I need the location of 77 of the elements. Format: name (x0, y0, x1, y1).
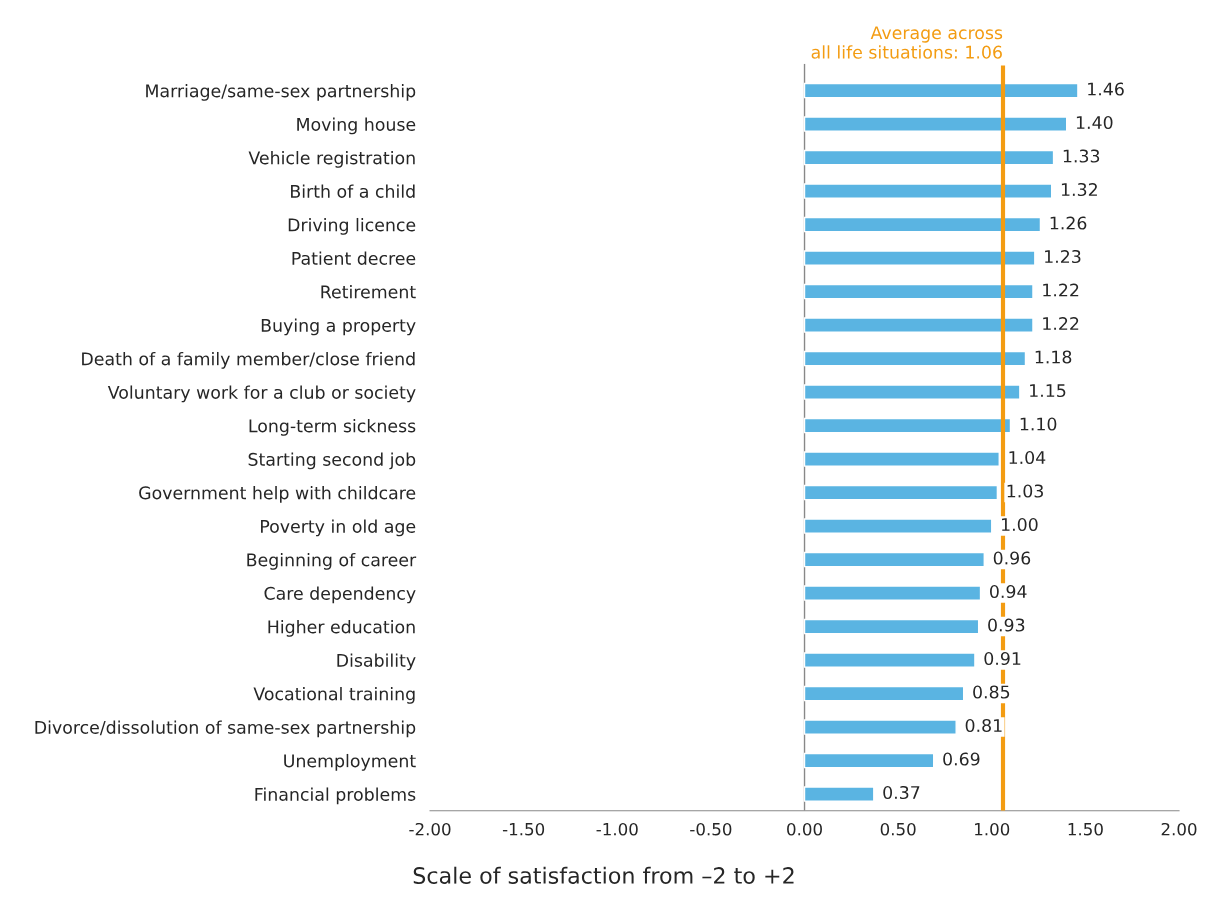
bar (803, 116, 1068, 132)
data-label: 1.32 (1061, 182, 1097, 197)
data-label: 1.04 (1009, 450, 1046, 465)
y-tick-label: Birth of a child (291, 184, 415, 198)
bar (803, 350, 1027, 367)
x-tick-label: 0.50 (880, 822, 916, 836)
x-axis-title: Scale of satisfaction from –2 to +2 (413, 866, 794, 884)
y-tick-label: Voluntary work for a club or society (107, 385, 416, 403)
y-tick-label: Long-term sickness (249, 418, 416, 436)
y-tick-label: Care dependency (264, 586, 416, 604)
bar (803, 685, 965, 702)
data-label: 0.37 (883, 785, 920, 800)
data-label: 1.15 (1030, 384, 1066, 398)
y-tick-label: Buying a property (261, 318, 416, 336)
y-tick-label: Unemployment (284, 753, 416, 771)
bar (803, 618, 980, 635)
bar (803, 518, 993, 534)
bar (803, 786, 875, 802)
data-label: 1.33 (1063, 149, 1100, 163)
data-label: 1.40 (1076, 115, 1113, 130)
data-label: 1.10 (1020, 417, 1057, 431)
data-label: 1.23 (1045, 249, 1081, 264)
x-tick-label: -1.50 (502, 822, 545, 836)
data-label: 0.93 (988, 618, 1025, 632)
data-label: 1.00 (1002, 517, 1038, 532)
bar (803, 417, 1012, 434)
y-tick-label: Patient decree (292, 251, 416, 265)
bar (803, 719, 957, 735)
y-tick-label: Retirement (321, 284, 416, 299)
bar (803, 317, 1034, 333)
data-label: 0.69 (943, 752, 980, 766)
data-label: 1.26 (1050, 216, 1087, 230)
data-label: 0.81 (965, 718, 1002, 733)
x-tick-label: 1.00 (975, 822, 1010, 836)
bar (803, 82, 1079, 99)
y-tick-label: Moving house (297, 117, 416, 135)
y-tick-label: Death of a family member/close friend (82, 351, 415, 369)
x-tick-label: 2.00 (1161, 822, 1197, 836)
bar (803, 183, 1053, 199)
data-label: 1.03 (1007, 484, 1043, 498)
bar (803, 585, 982, 601)
y-tick-label: Vehicle registration (248, 150, 415, 168)
data-label: 0.85 (973, 685, 1010, 699)
bar (803, 451, 1000, 467)
x-tick-label: -1.00 (596, 822, 638, 836)
bar (803, 250, 1036, 266)
x-tick-label: -2.00 (409, 822, 451, 836)
x-tick-label: 1.50 (1068, 822, 1103, 836)
y-tick-label: Financial problems (255, 787, 416, 805)
y-tick-label: Beginning of career (247, 552, 417, 570)
x-tick-label: -0.50 (690, 822, 732, 836)
y-tick-label: Disability (337, 653, 416, 671)
data-label: 1.22 (1043, 316, 1079, 330)
data-label: 0.91 (984, 651, 1021, 666)
x-tick-label: 0.00 (787, 822, 822, 836)
bar (803, 216, 1042, 233)
data-label: 0.96 (993, 551, 1031, 565)
ref-line-label: Average across all life situations: 1.06 (811, 26, 1003, 59)
bar (803, 384, 1021, 400)
data-label: 1.46 (1088, 82, 1124, 96)
y-tick-label: Higher education (268, 619, 415, 637)
y-tick-label: Driving licence (288, 217, 416, 235)
y-tick-label: Government help with childcare (139, 485, 416, 503)
bar (803, 283, 1034, 300)
y-tick-label: Starting second job (248, 452, 416, 470)
y-tick-label: Divorce/dissolution of same-sex partnership (35, 720, 416, 738)
y-tick-label: Poverty in old age (261, 519, 416, 537)
data-label: 1.18 (1035, 350, 1072, 364)
bar (803, 484, 999, 501)
bar (803, 752, 935, 769)
bar (803, 652, 976, 668)
y-tick-label: Vocational training (253, 686, 415, 704)
data-label: 0.94 (990, 584, 1027, 599)
data-label: 1.22 (1043, 283, 1079, 297)
y-tick-label: Marriage/same-sex partnership (146, 83, 416, 101)
bar (803, 149, 1055, 166)
bar (803, 551, 985, 568)
